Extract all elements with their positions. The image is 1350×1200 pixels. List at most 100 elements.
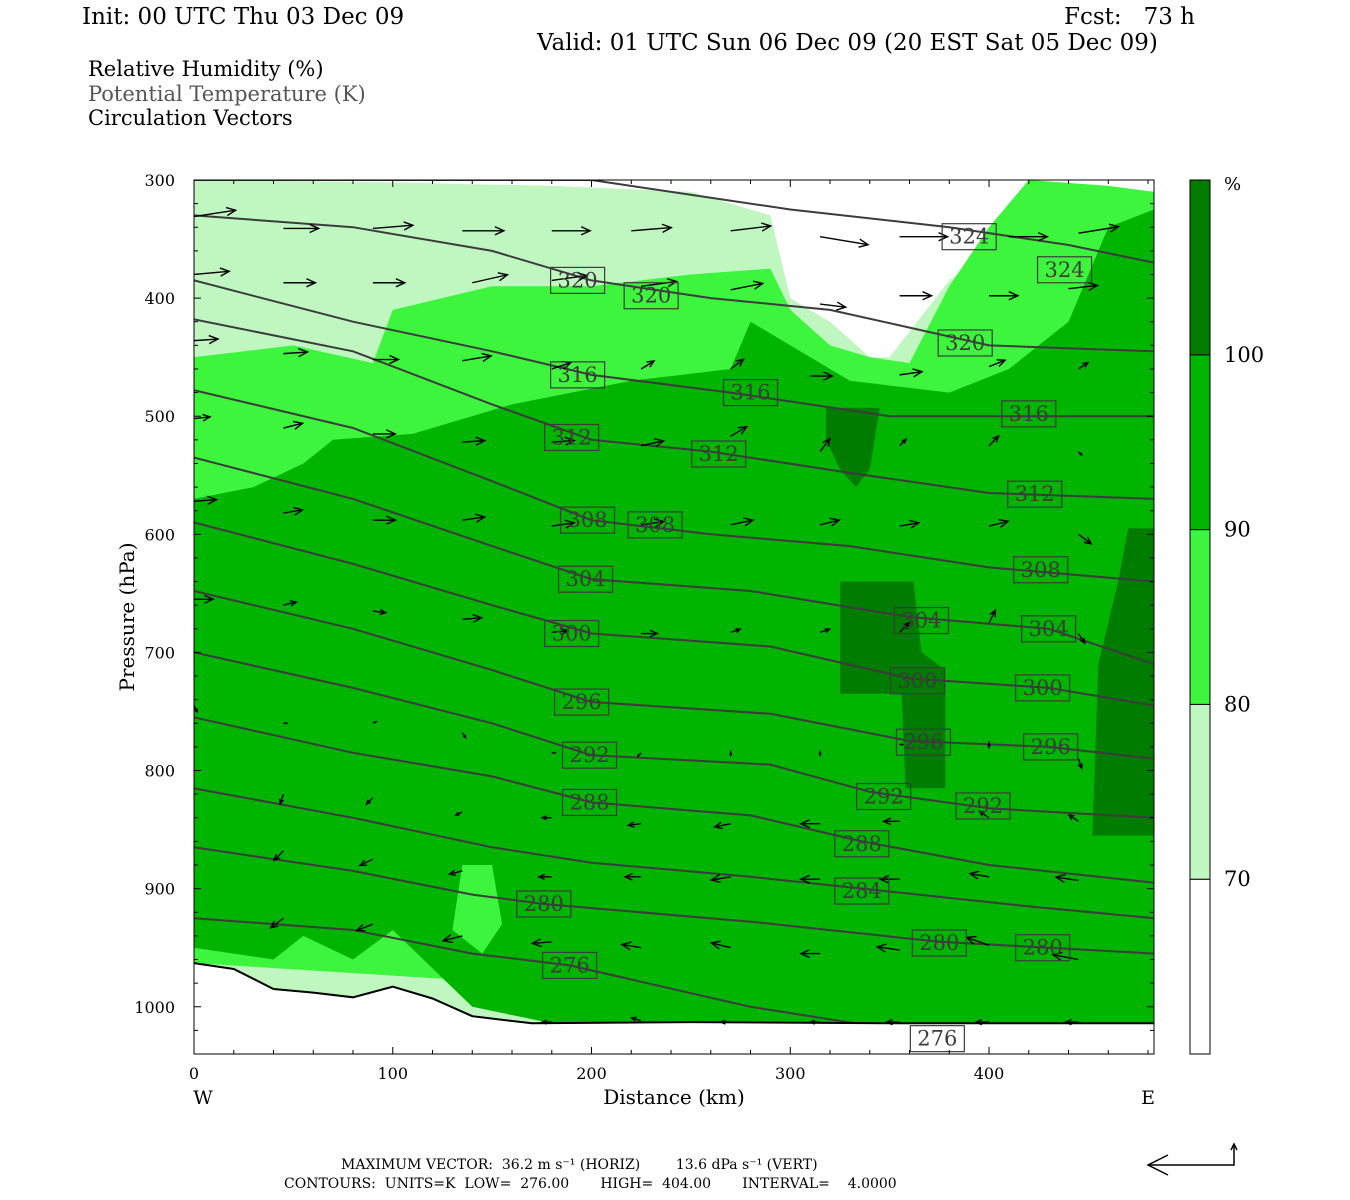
circulation-vector: [712, 821, 731, 830]
vector-head: [626, 821, 635, 828]
theta-label-box: [1023, 733, 1079, 761]
theta-line-288: [194, 716, 1154, 884]
circulation-vector: [719, 1019, 731, 1025]
theta-label-box: [955, 792, 1011, 820]
reference-vector-head: [1146, 1154, 1169, 1176]
vector-shaft: [551, 361, 572, 370]
circulation-vector: [819, 437, 831, 453]
theta-label-text: 296: [903, 730, 943, 754]
circulation-vector: [623, 872, 642, 881]
circulation-vector: [1008, 232, 1050, 242]
vector-shaft: [631, 226, 672, 232]
vector-head: [743, 517, 755, 527]
vector-shaft: [551, 439, 575, 443]
vector-shaft: [730, 358, 744, 370]
vector-shaft: [462, 439, 485, 443]
rh-region-below-70: [194, 180, 1154, 358]
vector-shaft: [621, 943, 642, 949]
vector-head: [881, 817, 892, 826]
theta-label-text: 276: [917, 1027, 957, 1051]
theta-label: 296: [1023, 733, 1079, 761]
vector-head: [475, 436, 487, 446]
circulation-vector: [372, 221, 415, 231]
theta-line-308: [194, 389, 1154, 583]
vector-head: [472, 613, 484, 623]
circulation-vector: [988, 608, 997, 624]
vector-head: [537, 873, 546, 881]
circulation-vector: [819, 627, 832, 634]
circulation-vector: [1078, 361, 1090, 370]
theta-label: 312: [1007, 480, 1063, 508]
vector-shaft: [899, 622, 910, 633]
circulation-vector: [441, 934, 463, 944]
vector-head: [454, 811, 460, 816]
vector-head: [822, 437, 831, 447]
vector-head: [219, 267, 231, 277]
y-axis-title: Pressure (hPa): [115, 543, 139, 692]
theta-label-box: [1015, 674, 1071, 702]
vector-head: [737, 425, 749, 435]
theta-label-box: [1001, 400, 1057, 428]
vector-head: [497, 272, 510, 282]
vector-head: [729, 752, 733, 757]
vector-shaft: [283, 422, 303, 429]
circulation-vector: [1077, 758, 1083, 770]
theta-label-box: [937, 329, 993, 357]
circulation-vector: [636, 752, 642, 758]
circulation-vector: [372, 515, 397, 525]
vector-head: [653, 518, 666, 528]
theta-label: 296: [895, 728, 952, 756]
circulation-vector: [372, 429, 397, 439]
vector-shaft: [877, 946, 900, 951]
vector-head: [799, 949, 810, 959]
vector-head: [661, 223, 673, 233]
theta-label-text: 280: [1023, 936, 1063, 960]
theta-label-box: [691, 440, 747, 468]
vector-head: [901, 438, 908, 444]
contour-note: CONTOURS: UNITS=K LOW= 276.00 HIGH= 404.…: [284, 1176, 897, 1192]
vector-head: [395, 278, 407, 288]
circulation-vector: [551, 272, 589, 282]
vector-head: [441, 934, 453, 944]
theta-label-box: [911, 929, 967, 957]
vector-head: [447, 869, 457, 876]
circulation-vector: [194, 334, 220, 345]
circulation-vector: [1077, 633, 1086, 645]
theta-label-text: 276: [550, 953, 590, 977]
vector-head: [225, 206, 238, 217]
theta-label-box: [722, 378, 779, 407]
vector-head: [902, 621, 911, 630]
theta-label: 292: [955, 792, 1011, 820]
theta-label: 284: [834, 877, 890, 905]
vector-shaft: [988, 435, 1000, 447]
y-tick-label: 400: [144, 289, 175, 308]
circulation-vector: [730, 627, 742, 634]
vector-head: [577, 272, 589, 282]
circulation-vector: [194, 495, 219, 505]
circulation-vector: [640, 360, 656, 370]
rh-region-100+-3: [826, 407, 880, 488]
vector-shaft: [194, 270, 230, 276]
theta-label-box: [550, 361, 606, 389]
circulation-vector: [1067, 813, 1079, 822]
theta-label-text: 304: [901, 609, 941, 633]
vector-head: [389, 354, 401, 365]
circulation-vector: [194, 705, 198, 714]
circulation-vector: [372, 608, 388, 616]
theta-label-text: 316: [730, 381, 770, 405]
circulation-vector: [1078, 533, 1093, 545]
circulation-vector: [899, 621, 911, 633]
vector-shaft: [714, 823, 731, 828]
theta-label: 280: [911, 929, 967, 957]
y-tick-label: 700: [144, 643, 175, 662]
reference-vector-up-head: [1230, 1142, 1238, 1151]
theta-label-box: [561, 741, 618, 769]
vector-shaft: [1077, 633, 1086, 644]
vector-head: [379, 608, 388, 616]
vector-shaft: [899, 370, 923, 376]
theta-label: 292: [856, 782, 912, 811]
vector-shaft: [628, 822, 642, 826]
y-tick-label: 300: [144, 171, 175, 190]
circulation-vector: [283, 278, 318, 288]
theta-line-296: [194, 590, 1154, 760]
